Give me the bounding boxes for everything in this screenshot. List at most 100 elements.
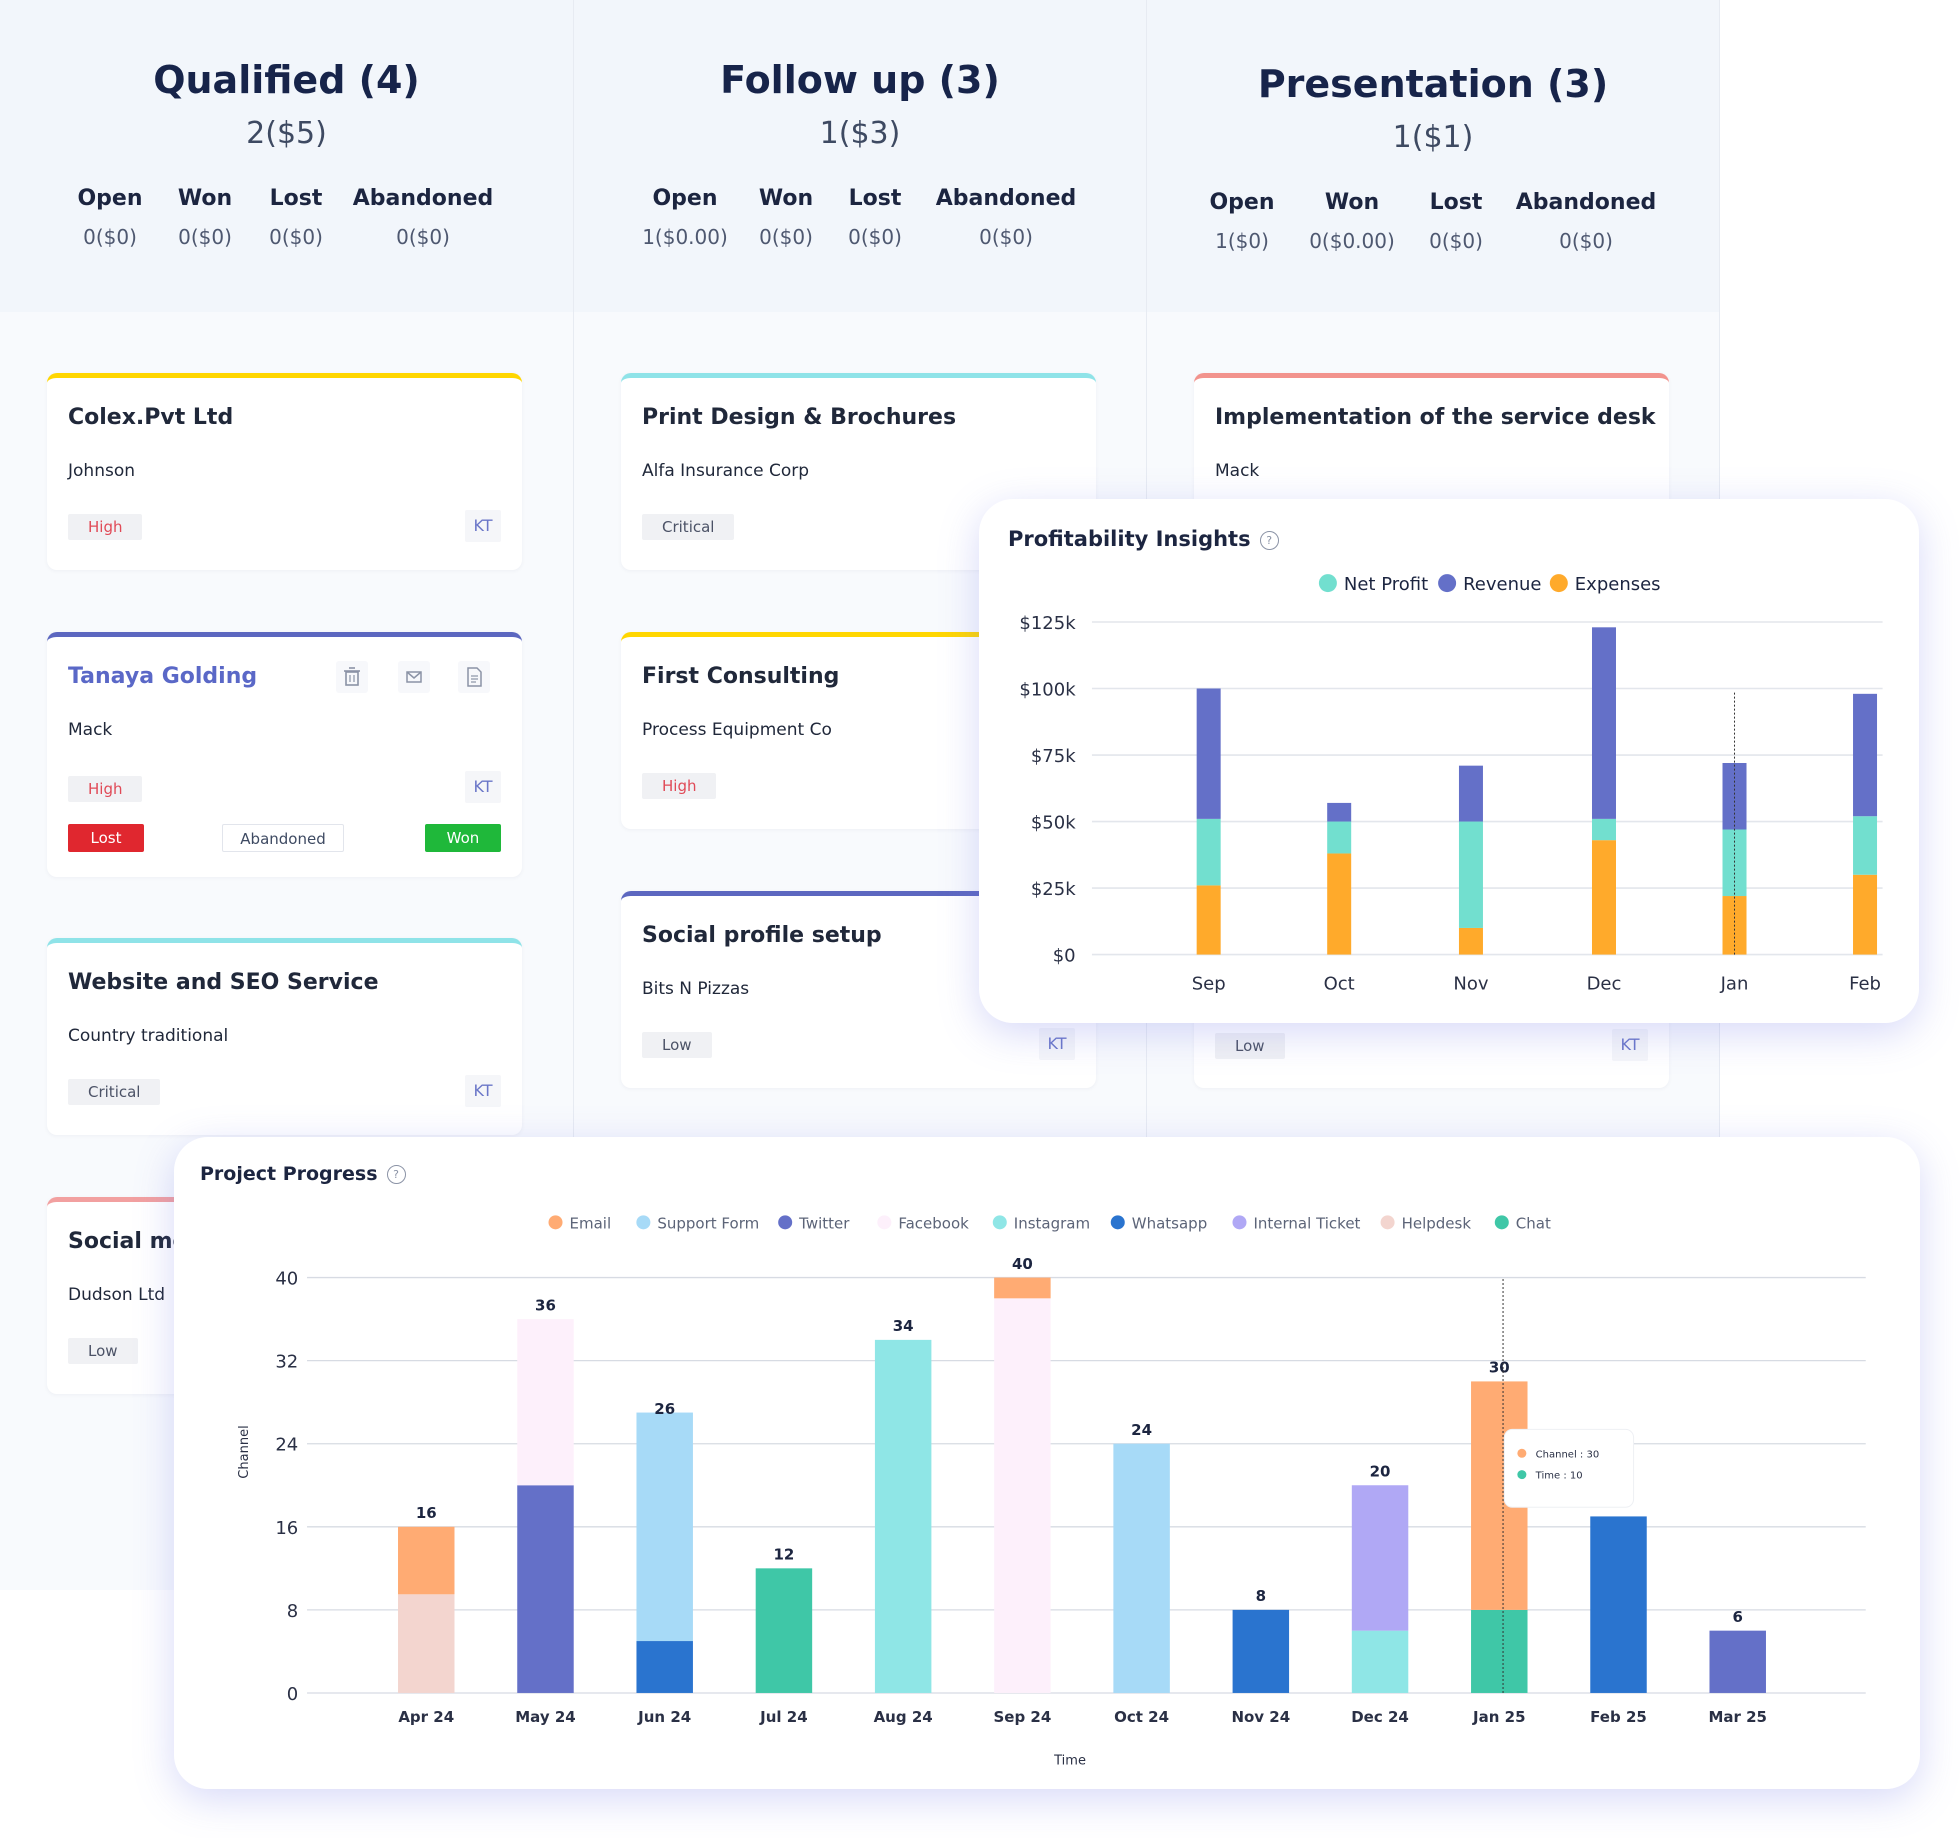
x-tick-label: Sep 24 xyxy=(993,1708,1051,1726)
profitability-chart: Net Profit Revenue Expenses $0 $25k $50k $75k $… xyxy=(1019,574,1883,995)
priority-badge: High xyxy=(68,514,143,540)
x-tick-label: Jun 24 xyxy=(637,1708,691,1726)
legend-dot xyxy=(1110,1215,1125,1230)
bar-total-label: 6 xyxy=(1733,1608,1743,1626)
project-progress-chart: Email Support Form Twitter Facebook Instagra… xyxy=(237,1214,1866,1769)
x-tick-label: Aug 24 xyxy=(874,1708,933,1726)
card-company: Country traditional xyxy=(68,1026,229,1046)
bar-segment xyxy=(1591,818,1616,841)
legend-dot xyxy=(1318,574,1337,593)
bar-segment xyxy=(1853,874,1878,955)
bar-total-label: 12 xyxy=(773,1546,794,1564)
y-tick-label: $100k xyxy=(1019,680,1076,701)
assignee-avatar[interactable]: KT xyxy=(465,1075,501,1107)
priority-badge: Low xyxy=(68,1338,138,1364)
bar-segment xyxy=(1458,765,1483,822)
bar-segment xyxy=(398,1526,455,1595)
bar-segment xyxy=(1196,818,1221,886)
bar-segment xyxy=(398,1594,455,1693)
document-icon[interactable] xyxy=(458,661,490,693)
y-tick-label: $75k xyxy=(1031,746,1076,767)
bar-segment xyxy=(755,1568,813,1693)
column-summary: 2($5) xyxy=(246,116,327,151)
stat-open: Open 1($0) xyxy=(1209,190,1275,253)
bar-segment xyxy=(1591,627,1616,819)
deal-card[interactable]: Colex.Pvt Ltd Johnson High KT xyxy=(47,373,522,570)
y-tick-label: 32 xyxy=(275,1352,298,1373)
stat-lost: Lost 0($0) xyxy=(1429,190,1483,253)
lost-button[interactable]: Lost xyxy=(68,824,144,852)
bar-total-label: 24 xyxy=(1131,1421,1152,1439)
bar-total-label: 40 xyxy=(1012,1255,1033,1273)
legend-dot xyxy=(1438,574,1457,593)
card-title-link[interactable]: Tanaya Golding xyxy=(68,664,258,689)
x-tick-label: Mar 25 xyxy=(1708,1708,1767,1726)
x-tick-label: Dec xyxy=(1587,974,1622,995)
help-icon[interactable]: ? xyxy=(1259,531,1279,550)
assignee-avatar[interactable]: KT xyxy=(1612,1029,1648,1061)
bar-segment xyxy=(1196,688,1221,819)
assignee-avatar[interactable]: KT xyxy=(465,510,501,542)
bar-total-label: 36 xyxy=(535,1296,556,1314)
deal-card[interactable]: Tanaya Golding Mack High KT Lost Abandon… xyxy=(47,632,522,877)
project-progress-panel: Project Progress? Email Support Form Twitt… xyxy=(174,1137,1920,1789)
x-tick-label: Jan xyxy=(1720,974,1749,995)
card-title: Social profile setup xyxy=(642,923,882,948)
column-header: Qualified (4) 2($5) Open 0($0) Won 0($0) L… xyxy=(0,0,573,312)
card-company: Dudson Ltd xyxy=(68,1285,166,1305)
legend-label: Email xyxy=(570,1214,612,1232)
stat-open: Open 1($0.00) xyxy=(642,186,728,249)
bar-segment xyxy=(1196,885,1221,955)
priority-badge: High xyxy=(68,776,143,802)
assignee-avatar[interactable]: KT xyxy=(465,771,501,803)
trash-icon[interactable] xyxy=(336,661,368,693)
legend-dot xyxy=(1549,574,1568,593)
stat-abandoned: Abandoned 0($0) xyxy=(935,186,1077,249)
legend-dot xyxy=(877,1215,892,1230)
column-title: Follow up (3) xyxy=(720,58,1000,102)
y-tick-label: 40 xyxy=(275,1269,298,1290)
priority-badge: Critical xyxy=(642,514,735,540)
panel-title: Profitability Insights? xyxy=(1008,527,1279,551)
x-tick-label: Nov 24 xyxy=(1231,1708,1290,1726)
stat-won: Won 0($0) xyxy=(177,186,233,249)
legend-label: Helpdesk xyxy=(1402,1214,1472,1232)
mail-icon[interactable] xyxy=(398,661,430,693)
legend-label: Support Form xyxy=(657,1214,759,1232)
won-button[interactable]: Won xyxy=(425,824,501,852)
y-tick-label: $0 xyxy=(1053,946,1076,967)
bar-segment xyxy=(1327,821,1352,854)
legend-label: Facebook xyxy=(898,1214,969,1232)
bar-total-label: 30 xyxy=(1489,1359,1510,1377)
card-company: Alfa Insurance Corp xyxy=(642,461,810,481)
bar-segment xyxy=(1591,840,1616,955)
bar-segment xyxy=(1113,1443,1170,1693)
legend-label: Revenue xyxy=(1463,574,1541,595)
y-tick-label: $25k xyxy=(1031,879,1076,900)
deal-card[interactable]: Website and SEO Service Country traditio… xyxy=(47,938,522,1135)
bar-segment xyxy=(1853,693,1878,817)
column-title: Presentation (3) xyxy=(1257,62,1609,106)
legend-label: Expenses xyxy=(1575,574,1661,595)
card-title: Colex.Pvt Ltd xyxy=(68,405,234,430)
column-qualified: Qualified (4) 2($5) Open 0($0) Won 0($0) L… xyxy=(0,0,573,1590)
stat-won: Won 0($0) xyxy=(758,186,814,249)
abandoned-button[interactable]: Abandoned xyxy=(222,824,344,852)
priority-badge: Low xyxy=(642,1032,712,1058)
x-tick-label: Oct xyxy=(1324,974,1355,995)
legend-label: Whatsapp xyxy=(1132,1214,1207,1232)
stat-open: Open 0($0) xyxy=(77,186,143,249)
x-tick-label: Jul 24 xyxy=(759,1708,808,1726)
x-tick-label: Nov xyxy=(1453,974,1488,995)
priority-badge: Critical xyxy=(68,1079,161,1105)
bar-segment xyxy=(1232,1609,1290,1693)
card-company: Mack xyxy=(1215,461,1260,481)
help-icon[interactable]: ? xyxy=(386,1165,406,1184)
stat-lost: Lost 0($0) xyxy=(269,186,323,249)
column-summary: 1($3) xyxy=(819,116,901,151)
y-axis-label: Channel xyxy=(237,1425,252,1478)
y-tick-label: 24 xyxy=(275,1435,298,1456)
legend-label: Chat xyxy=(1516,1214,1551,1232)
bar-segment xyxy=(1458,927,1483,955)
assignee-avatar[interactable]: KT xyxy=(1039,1028,1075,1060)
